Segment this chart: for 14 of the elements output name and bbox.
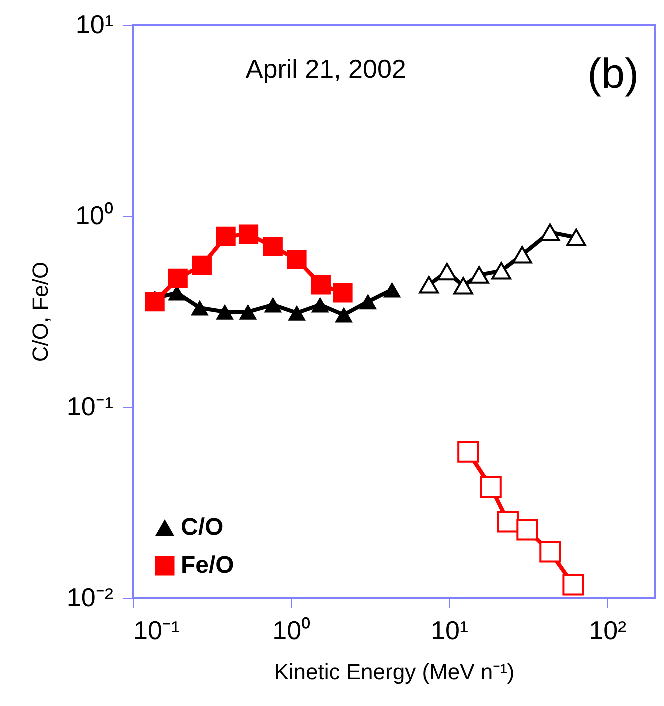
- y-tick-label: 10⁻¹: [66, 392, 114, 422]
- y-tick-label: 10⁻²: [66, 582, 114, 612]
- x-tick-label: 10⁻¹: [134, 616, 180, 646]
- x-tick-label: 10¹: [430, 616, 469, 646]
- annotation: (b): [588, 50, 639, 97]
- x-axis-title: Kinetic Energy (MeV n⁻¹): [274, 660, 515, 684]
- legend-label: Fe/O: [181, 552, 234, 579]
- annotation: April 21, 2002: [246, 54, 406, 84]
- y-tick-label: 10¹: [76, 10, 114, 40]
- y-tick-label: 10⁰: [76, 200, 114, 230]
- legend-label: C/O: [181, 514, 224, 541]
- x-tick-label: 10²: [589, 616, 628, 646]
- x-tick-label: 10⁰: [272, 616, 311, 646]
- y-axis-title: C/O, Fe/O: [28, 262, 53, 362]
